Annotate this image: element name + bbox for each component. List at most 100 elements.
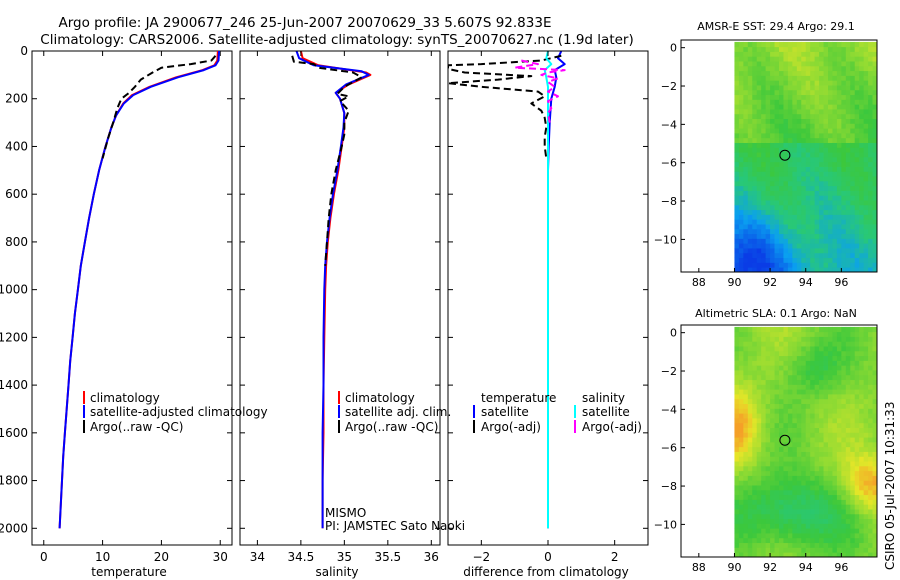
heatmap-cell xyxy=(868,104,873,110)
heatmap-cell xyxy=(805,547,811,553)
heatmap-cell xyxy=(828,70,833,76)
heatmap-cell xyxy=(743,132,749,139)
heatmap-cell xyxy=(761,422,767,428)
heatmap-cell xyxy=(747,465,753,472)
heatmap-cell xyxy=(828,233,833,239)
heatmap-cell xyxy=(779,355,784,361)
heatmap-cell xyxy=(743,533,749,539)
heatmap-cell xyxy=(845,485,851,491)
heatmap-cell xyxy=(836,118,842,124)
heatmap-cell xyxy=(859,485,865,491)
heatmap-cell xyxy=(738,195,744,201)
heatmap-cell xyxy=(868,326,873,333)
heatmap-cell xyxy=(738,85,744,91)
heatmap-cell xyxy=(792,209,798,215)
heatmap-cell xyxy=(836,528,842,534)
heatmap-cell xyxy=(761,243,767,249)
heatmap-cell xyxy=(872,509,878,515)
heatmap-cell xyxy=(756,161,762,167)
heatmap-cell xyxy=(850,494,856,500)
heatmap-cell xyxy=(765,394,771,400)
heatmap-cell xyxy=(845,65,851,72)
heatmap-cell xyxy=(872,413,878,419)
heatmap-cell xyxy=(765,537,771,544)
heatmap-cell xyxy=(783,374,789,381)
heatmap-cell xyxy=(734,509,740,515)
heatmap-cell xyxy=(854,238,860,244)
heatmap-cell xyxy=(756,166,762,172)
heatmap-cell xyxy=(841,408,847,414)
heatmap-cell xyxy=(832,485,838,491)
heatmap-cell xyxy=(810,389,816,395)
heatmap-cell xyxy=(832,185,838,191)
heatmap-cell xyxy=(859,461,865,467)
heatmap-cell xyxy=(770,355,775,361)
heatmap-cell xyxy=(832,489,838,496)
heatmap-cell xyxy=(756,233,762,239)
heatmap-cell xyxy=(783,336,789,342)
heatmap-cell xyxy=(756,123,762,129)
heatmap-cell xyxy=(747,422,753,428)
heatmap-cell xyxy=(743,494,749,500)
heatmap-cell xyxy=(832,336,838,342)
heatmap-cell xyxy=(738,238,744,244)
heatmap-cell xyxy=(854,171,860,177)
heatmap-cell xyxy=(770,470,775,476)
heatmap-cell xyxy=(774,379,780,385)
heatmap-cell xyxy=(836,228,842,235)
heatmap-cell xyxy=(859,267,865,273)
heatmap-cell xyxy=(854,89,860,96)
heatmap-cell xyxy=(765,523,771,529)
heatmap-cell xyxy=(779,413,784,419)
heatmap-cell xyxy=(801,190,807,196)
heatmap-cell xyxy=(805,394,811,400)
heatmap-cell xyxy=(765,427,771,433)
heatmap-cell xyxy=(770,176,775,182)
difference-xlabel: difference from climatology xyxy=(463,565,629,579)
heatmap-cell xyxy=(752,176,758,182)
heatmap-cell xyxy=(810,528,816,534)
heatmap-cell xyxy=(792,104,798,110)
heatmap-cell xyxy=(828,509,833,515)
heatmap-cell xyxy=(814,518,820,524)
heatmap-cell xyxy=(819,248,824,254)
heatmap-cell xyxy=(761,238,767,244)
heatmap-cell xyxy=(743,166,749,172)
heatmap-cell xyxy=(810,518,816,524)
heatmap-cell xyxy=(747,152,753,158)
heatmap-cell xyxy=(770,248,775,254)
heatmap-cell xyxy=(836,365,842,371)
heatmap-cell xyxy=(854,224,860,230)
heatmap-cell xyxy=(819,180,824,187)
heatmap-cell xyxy=(868,99,873,105)
heatmap-cell xyxy=(863,331,869,337)
heatmap-cell xyxy=(783,65,789,72)
heatmap-cell xyxy=(792,417,798,424)
heatmap-cell xyxy=(761,80,767,86)
heatmap-cell xyxy=(832,533,838,539)
heatmap-cell xyxy=(819,56,824,62)
heatmap-cell xyxy=(863,374,869,381)
legend-label-sal-argo: Argo(..raw -QC) xyxy=(345,420,438,434)
heatmap-cell xyxy=(859,355,865,361)
heatmap-cell xyxy=(819,461,824,467)
heatmap-cell xyxy=(770,437,775,443)
sla-map-title: Altimetric SLA: 0.1 Argo: NaN xyxy=(695,307,857,320)
heatmap-cell xyxy=(743,238,749,244)
heatmap-cell xyxy=(841,422,847,428)
salinity-axes-frame xyxy=(239,50,441,546)
heatmap-cell xyxy=(752,46,758,52)
heatmap-cell xyxy=(814,75,820,81)
heatmap-cell xyxy=(819,336,824,342)
heatmap-cell xyxy=(761,132,767,139)
heatmap-cell xyxy=(779,190,784,196)
map-y-tick-label: −8 xyxy=(661,195,677,208)
heatmap-cell xyxy=(868,552,873,558)
heatmap-cell xyxy=(779,252,784,259)
series-line-argo-raw-qc xyxy=(101,55,217,159)
heatmap-cell xyxy=(761,185,767,191)
heatmap-cell xyxy=(832,166,838,172)
heatmap-cell xyxy=(801,398,807,405)
legend-label-satellite-adjusted: satellite-adjusted climatology xyxy=(90,405,268,419)
heatmap-cell xyxy=(779,341,784,347)
